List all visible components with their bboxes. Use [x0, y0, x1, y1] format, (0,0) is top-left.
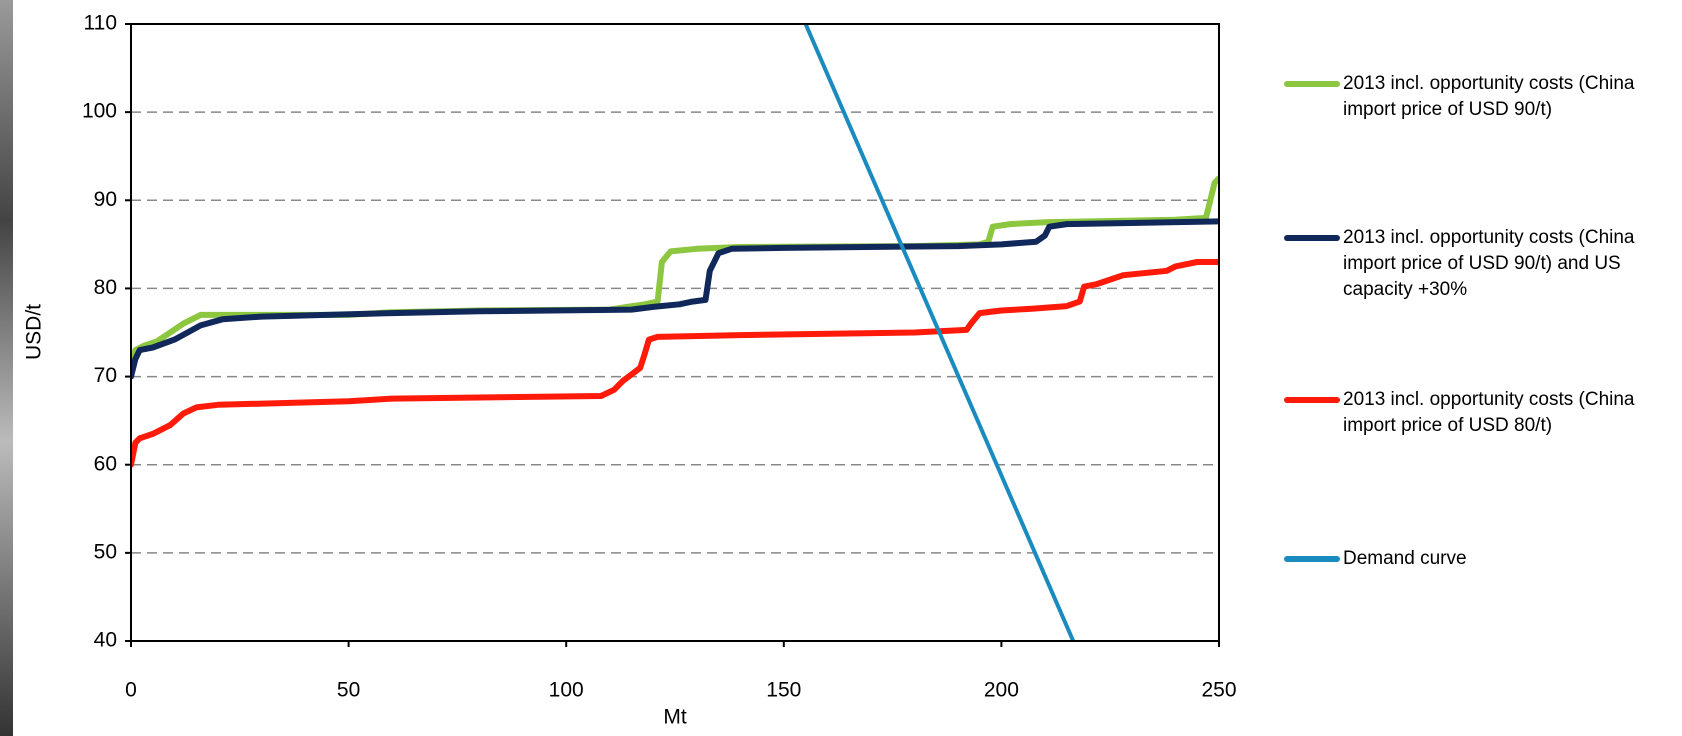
legend-swatch	[1284, 235, 1340, 241]
series-line	[131, 259, 1219, 468]
x-tick-label: 50	[337, 679, 360, 702]
series-line	[803, 24, 1076, 641]
y-tick-label: 90	[94, 188, 117, 211]
x-tick-label: 0	[125, 679, 137, 702]
y-tick-label: 50	[94, 540, 117, 563]
y-tick-label: 70	[94, 364, 117, 387]
legend-swatch	[1284, 397, 1340, 403]
y-tick-label: 100	[82, 100, 117, 123]
x-tick-label: 100	[549, 679, 584, 702]
legend-label: 2013 incl. opportunity costs (China impo…	[1343, 227, 1635, 300]
x-tick-label: 250	[1201, 679, 1236, 702]
legend-swatch	[1284, 556, 1340, 562]
y-axis-label: USD/t	[23, 304, 46, 360]
side-photo	[0, 0, 13, 736]
y-tick-label: 110	[84, 12, 117, 35]
series-line	[131, 218, 1219, 380]
y-tick-label: 60	[94, 452, 117, 475]
legend-label: Demand curve	[1343, 548, 1467, 569]
x-tick-label: 200	[984, 679, 1019, 702]
legend-label: 2013 incl. opportunity costs (China impo…	[1343, 389, 1635, 436]
y-tick-label: 80	[94, 276, 117, 299]
y-tick-label: 40	[94, 629, 117, 652]
legend-swatch	[1284, 81, 1340, 87]
x-tick-label: 150	[766, 679, 801, 702]
x-axis-label: Mt	[663, 706, 686, 729]
legend-label: 2013 incl. opportunity costs (China impo…	[1343, 73, 1635, 120]
plot-frame	[130, 23, 1220, 642]
